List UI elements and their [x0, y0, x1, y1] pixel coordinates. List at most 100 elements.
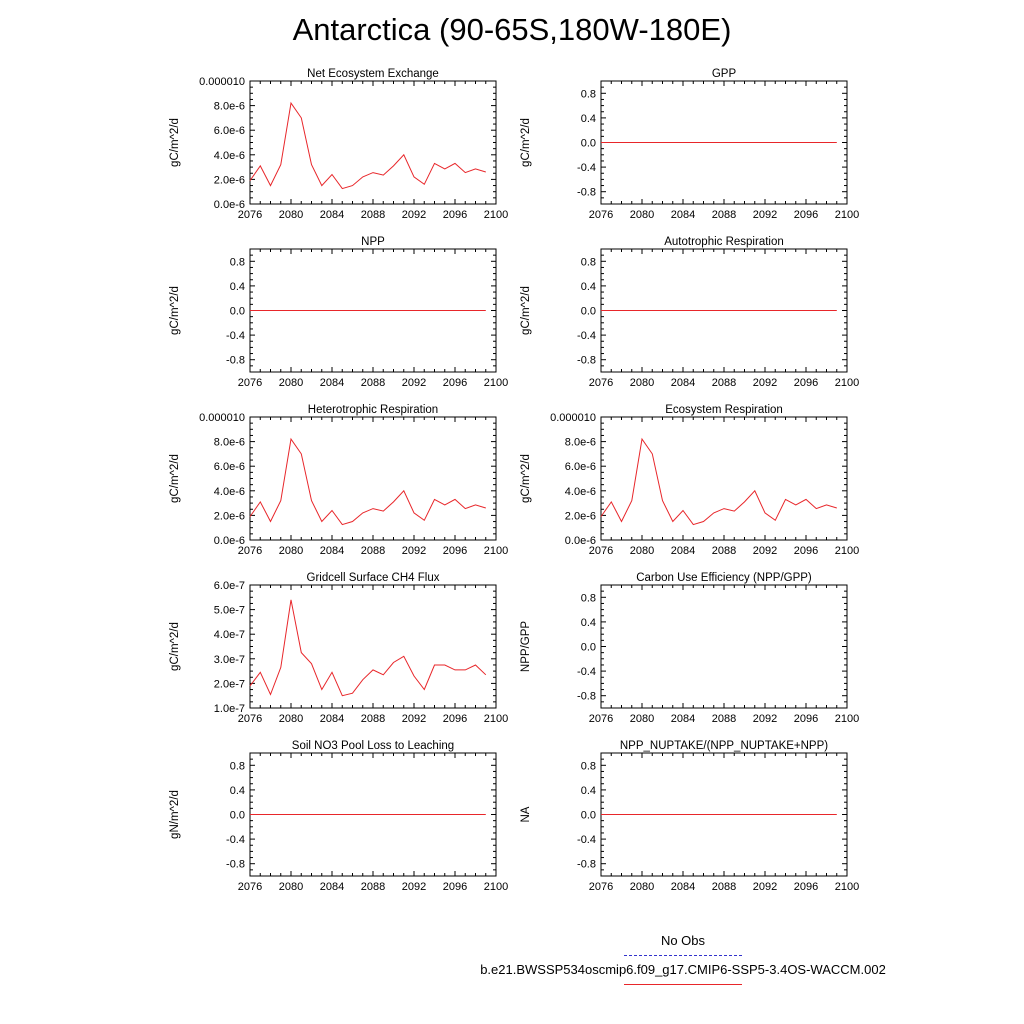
x-tick-label: 2084: [320, 545, 344, 557]
y-tick-label: 6.0e-6: [565, 461, 596, 473]
x-tick-label: 2084: [671, 545, 695, 557]
x-tick-label: 2076: [238, 545, 262, 557]
x-tick-label: 2092: [753, 881, 777, 893]
y-tick-label: 0.0: [581, 306, 596, 318]
y-tick-label: 4.0e-7: [214, 629, 245, 641]
x-tick-label: 2092: [402, 713, 426, 725]
page-title: Antarctica (90-65S,180W-180E): [292, 12, 732, 47]
y-axis-label: NA: [520, 806, 532, 822]
chart-title: NPP_NUPTAKE/(NPP_NUPTAKE+NPP): [620, 740, 828, 752]
x-tick-label: 2100: [484, 377, 508, 389]
x-tick-label: 2100: [484, 881, 508, 893]
chart-title: GPP: [712, 68, 737, 80]
x-tick-label: 2092: [402, 209, 426, 221]
chart-panel-2: GPP gC/m^2/d 2076 2080 2084 2088 2092 2096 2100 -…: [520, 68, 859, 221]
x-tick-label: 2080: [630, 377, 654, 389]
y-axis-label: gC/m^2/d: [169, 454, 181, 503]
legend-obs-label: No Obs: [660, 933, 706, 948]
x-tick-label: 2088: [361, 545, 385, 557]
x-tick-label: 2080: [630, 209, 654, 221]
x-tick-label: 2076: [238, 713, 262, 725]
chart-panel-9: Soil NO3 Pool Loss to Leaching gN/m^2/d 20…: [169, 740, 508, 893]
y-axis-label: NPP/GPP: [520, 621, 532, 672]
y-tick-label: 0.8: [581, 592, 596, 604]
x-tick-label: 2080: [630, 881, 654, 893]
x-tick-label: 2076: [589, 209, 613, 221]
plot-frame: [249, 584, 497, 709]
y-tick-label: -0.4: [226, 834, 245, 846]
y-tick-label: 8.0e-6: [214, 101, 245, 113]
y-tick-label: 3.0e-7: [214, 654, 245, 666]
legend-model-label: b.e21.BWSSP534oscmip6.f09_g17.CMIP6-SSP5…: [480, 962, 886, 977]
x-tick-label: 2084: [320, 209, 344, 221]
y-tick-label: -0.8: [226, 355, 245, 367]
x-tick-label: 2092: [753, 713, 777, 725]
y-tick-label: 0.0: [230, 306, 245, 318]
x-tick-label: 2076: [238, 881, 262, 893]
y-tick-label: 0.0e-6: [214, 535, 245, 547]
chart-title: NPP: [361, 236, 385, 248]
y-tick-label: -0.4: [577, 666, 596, 678]
y-tick-label: 0.0: [581, 642, 596, 654]
y-tick-label: -0.8: [226, 859, 245, 871]
y-tick-label: 0.4: [230, 785, 245, 797]
x-tick-label: 2096: [443, 545, 467, 557]
y-tick-label: 0.8: [581, 760, 596, 772]
y-tick-label: 0.0: [581, 138, 596, 150]
x-tick-label: 2100: [835, 377, 859, 389]
y-tick-label: 0.4: [581, 113, 596, 125]
y-tick-label: 0.8: [581, 88, 596, 100]
x-tick-label: 2084: [671, 377, 695, 389]
x-tick-label: 2084: [320, 713, 344, 725]
y-tick-label: 2.0e-7: [214, 678, 245, 690]
x-tick-label: 2096: [443, 713, 467, 725]
x-tick-label: 2076: [589, 713, 613, 725]
y-tick-label: 0.0: [230, 810, 245, 822]
y-tick-label: 6.0e-6: [214, 461, 245, 473]
x-tick-label: 2100: [484, 545, 508, 557]
y-tick-label: -0.4: [577, 162, 596, 174]
plot-frame: [600, 416, 848, 541]
y-tick-label: 2.0e-6: [214, 174, 245, 186]
y-tick-label: 0.4: [230, 281, 245, 293]
series-line: [249, 599, 487, 697]
y-tick-label: 0.8: [230, 760, 245, 772]
y-axis-label: gN/m^2/d: [169, 790, 181, 839]
chart-panel-3: NPP gC/m^2/d 2076 2080 2084 2088 2092 2096 2100 -…: [169, 236, 508, 389]
x-tick-label: 2096: [443, 209, 467, 221]
x-tick-label: 2088: [712, 713, 736, 725]
x-tick-label: 2092: [753, 377, 777, 389]
y-tick-label: 4.0e-6: [565, 486, 596, 498]
chart-title: Carbon Use Efficiency (NPP/GPP): [636, 572, 812, 584]
y-tick-label: 2.0e-6: [565, 510, 596, 522]
y-tick-label: 0.000010: [199, 412, 245, 424]
x-tick-label: 2096: [794, 881, 818, 893]
chart-title: Gridcell Surface CH4 Flux: [307, 572, 440, 584]
x-tick-label: 2088: [712, 881, 736, 893]
y-axis-label: gC/m^2/d: [169, 118, 181, 167]
x-tick-label: 2080: [279, 713, 303, 725]
y-tick-label: 8.0e-6: [214, 437, 245, 449]
y-tick-label: 0.000010: [550, 412, 596, 424]
x-tick-label: 2096: [794, 545, 818, 557]
x-tick-label: 2076: [238, 377, 262, 389]
x-tick-label: 2096: [794, 209, 818, 221]
y-tick-label: -0.8: [577, 691, 596, 703]
series-line: [249, 101, 486, 190]
x-tick-label: 2088: [712, 545, 736, 557]
x-tick-label: 2096: [794, 377, 818, 389]
x-tick-label: 2084: [320, 377, 344, 389]
legend-obs-line: [624, 955, 742, 956]
x-tick-label: 2084: [671, 713, 695, 725]
y-tick-label: 0.8: [581, 256, 596, 268]
x-tick-label: 2088: [361, 713, 385, 725]
chart-title: Autotrophic Respiration: [664, 236, 784, 248]
x-tick-label: 2080: [630, 545, 654, 557]
y-axis-label: gC/m^2/d: [520, 118, 532, 167]
chart-panel-6: Ecosystem Respiration gC/m^2/d 2076 2080 208…: [520, 404, 859, 557]
chart-title: Net Ecosystem Exchange: [307, 68, 439, 80]
x-tick-label: 2096: [443, 881, 467, 893]
x-tick-label: 2100: [835, 209, 859, 221]
chart-panel-10: NPP_NUPTAKE/(NPP_NUPTAKE+NPP) NA 2076 2080 2…: [520, 740, 859, 893]
x-tick-label: 2092: [402, 881, 426, 893]
